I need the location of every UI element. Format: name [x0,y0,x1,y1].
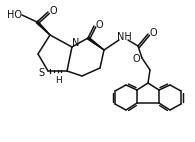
Polygon shape [36,21,50,35]
Text: O: O [149,28,157,38]
Text: O: O [95,20,103,30]
Text: O: O [132,54,140,64]
Polygon shape [87,37,104,50]
Text: HO: HO [6,10,21,20]
Text: N: N [72,38,80,48]
Text: H: H [55,76,61,84]
Text: O: O [49,6,57,16]
Text: S: S [38,68,44,78]
Text: NH: NH [117,32,131,42]
